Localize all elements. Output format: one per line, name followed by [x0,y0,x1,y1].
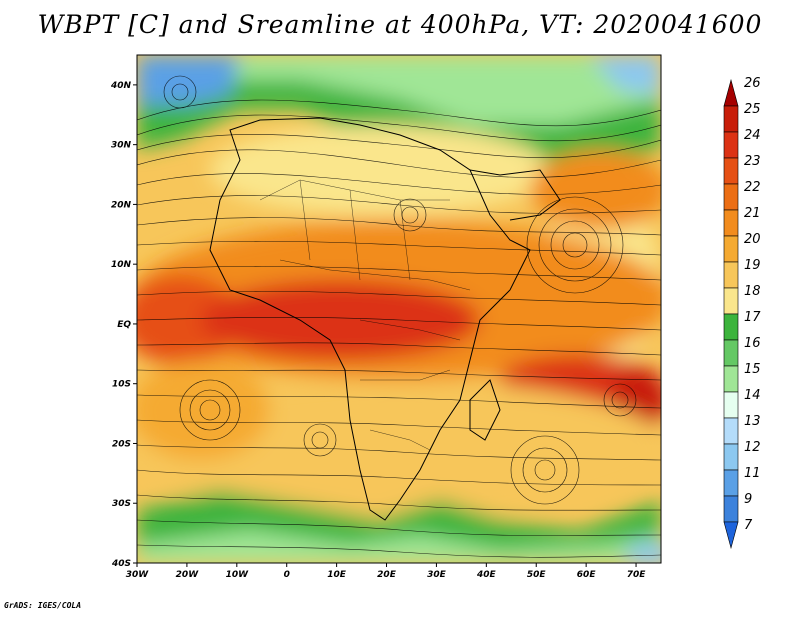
lon-tick-label: 10W [226,570,250,580]
colorbar-swatch [723,287,739,315]
lon-tick-label: 10E [327,570,347,580]
lat-tick-label: 20N [111,200,132,210]
colorbar-swatch [723,521,739,550]
colorbar-label: 18 [744,284,761,299]
colorbar-swatch [723,78,739,107]
colorbar-swatch [723,235,739,263]
lon-tick-label: 20W [176,570,200,580]
colorbar-label: 14 [744,388,761,403]
lon-tick-label: 0 [284,570,290,580]
field-pale-north [210,125,550,215]
colorbar-label: 7 [744,518,753,533]
lat-tick-label: EQ [117,320,131,330]
colorbar-swatch [723,261,739,289]
colorbar-label: 25 [744,102,761,117]
plot-frame [136,54,662,564]
colorbar-label: 23 [744,154,761,169]
colorbar-label: 22 [744,180,761,195]
colorbar-swatch [723,157,739,185]
colorbar-label: 24 [744,128,761,143]
field-orange-sw [137,360,270,460]
lon-tick-label: 70E [627,570,647,580]
colorbar-swatch [723,131,739,159]
lon-tick-label: 40E [476,570,497,580]
credit-text: GrADS: IGES/COLA [4,601,82,610]
chart-title: WBPT [C] and Sreamline at 400hPa, VT: 20… [37,10,763,39]
colorbar-label: 12 [744,440,761,455]
field-northwest-blue [137,55,240,105]
country-borders [259,179,471,451]
colorbar-label: 19 [744,258,761,273]
lat-tick-label: 30N [111,141,132,151]
longitude-axis: 30W 20W 10W 0 10E 20E 30E 40E 50E 60E 70E [126,563,646,580]
lon-tick-label: 60E [577,570,597,580]
field-red-central [200,280,480,360]
lat-tick-label: 10N [111,260,132,270]
colorbar-label: 15 [744,362,761,377]
lat-tick-label: 20S [112,439,131,449]
colorbar-swatch [723,443,739,471]
colorbar-label: 17 [744,310,761,325]
colorbar-swatch [723,209,739,237]
streamlines [137,75,661,558]
colorbar-swatch [723,183,739,211]
field-red-west [137,275,240,365]
colorbar-swatch [723,339,739,367]
lat-tick-label: 30S [112,499,131,509]
colorbar-swatch [723,105,739,133]
field-orange-ne [530,150,661,230]
field-south-lightgreen [137,530,661,563]
colorbar-swatch [723,417,739,445]
colorbar-label: 21 [744,206,761,221]
lon-tick-label: 30W [126,570,150,580]
colorbar-label: 20 [744,232,761,247]
colorbar-swatch [723,365,739,393]
colorbar-swatch [723,469,739,497]
colorbar-label: 13 [744,414,761,429]
lat-tick-label: 40N [110,81,132,91]
field-northeast-blue [590,55,661,95]
lat-tick-label: 10S [112,380,131,390]
colorbar-label: 11 [744,466,761,481]
lon-tick-label: 50E [527,570,547,580]
colorbar-label: 9 [744,492,752,507]
colorbar-swatch [723,391,739,419]
colorbar-swatch [723,313,739,341]
colorbar-swatch [723,495,739,523]
colorbar-label: 16 [744,336,761,351]
lon-tick-label: 30E [427,570,447,580]
field-southeast-blue [625,543,661,563]
colorbar-label: 26 [744,76,761,91]
lat-tick-label: 40S [111,559,131,569]
latitude-axis: 40N 30N 20N 10N EQ 10S 20S 30S 40S [110,81,137,569]
lon-tick-label: 20E [377,570,397,580]
field-north-lightgreen [137,55,661,125]
